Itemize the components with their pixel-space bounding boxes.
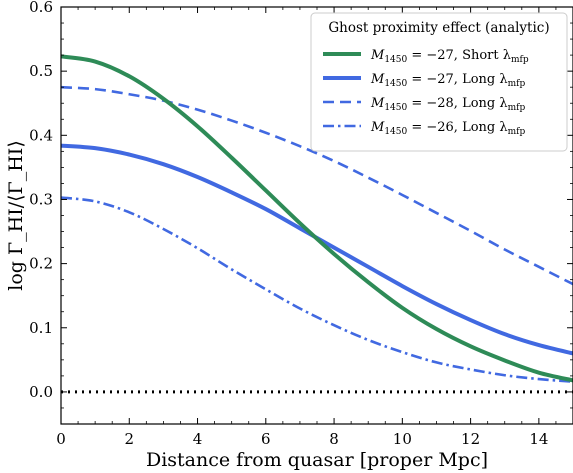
legend-label-3: M1450 = −28, Long λmfp [370, 96, 525, 113]
series-line-3 [61, 85, 573, 286]
y-tick-label: 0.5 [29, 62, 53, 80]
plot-area [61, 54, 573, 394]
x-tick-label: 10 [393, 430, 412, 448]
y-axis-label: log Γ_HI/⟨Γ_HI⟩ [5, 140, 27, 290]
x-tick-label: 0 [56, 430, 66, 448]
y-tick-label: 0.4 [29, 126, 53, 144]
axes: 0 2 4 6 8 10 12 14 0.0 0.1 0.2 0.3 0.4 0.5 0.6 [29, 0, 573, 448]
legend-title: Ghost proximity effect (analytic) [328, 20, 549, 36]
x-tick-label: 4 [193, 430, 203, 448]
series-line-4 [61, 196, 573, 383]
legend: Ghost proximity effect (analytic) M1450 =… [310, 12, 568, 152]
legend-box [310, 12, 568, 152]
x-tick-label: 6 [261, 430, 271, 448]
y-tick-label: 0.1 [29, 319, 53, 337]
legend-label-2: M1450 = −27, Long λmfp [370, 72, 525, 89]
x-tick-label: 8 [329, 430, 339, 448]
x-tick-label: 14 [529, 430, 548, 448]
x-tick-label: 12 [461, 430, 480, 448]
y-tick-label: 0.6 [29, 0, 53, 16]
y-tick-label: 0.3 [29, 190, 53, 208]
y-tick-label: 0.0 [29, 383, 53, 401]
legend-label-4: M1450 = −26, Long λmfp [370, 120, 525, 137]
series-line-2 [61, 143, 573, 356]
legend-label-1: M1450 = −27, Short λmfp [370, 48, 529, 65]
x-axis-label: Distance from quasar [proper Mpc] [146, 449, 488, 471]
y-tick-label: 0.2 [29, 255, 53, 273]
series-line-1 [61, 54, 573, 383]
x-tick-label: 2 [124, 430, 134, 448]
